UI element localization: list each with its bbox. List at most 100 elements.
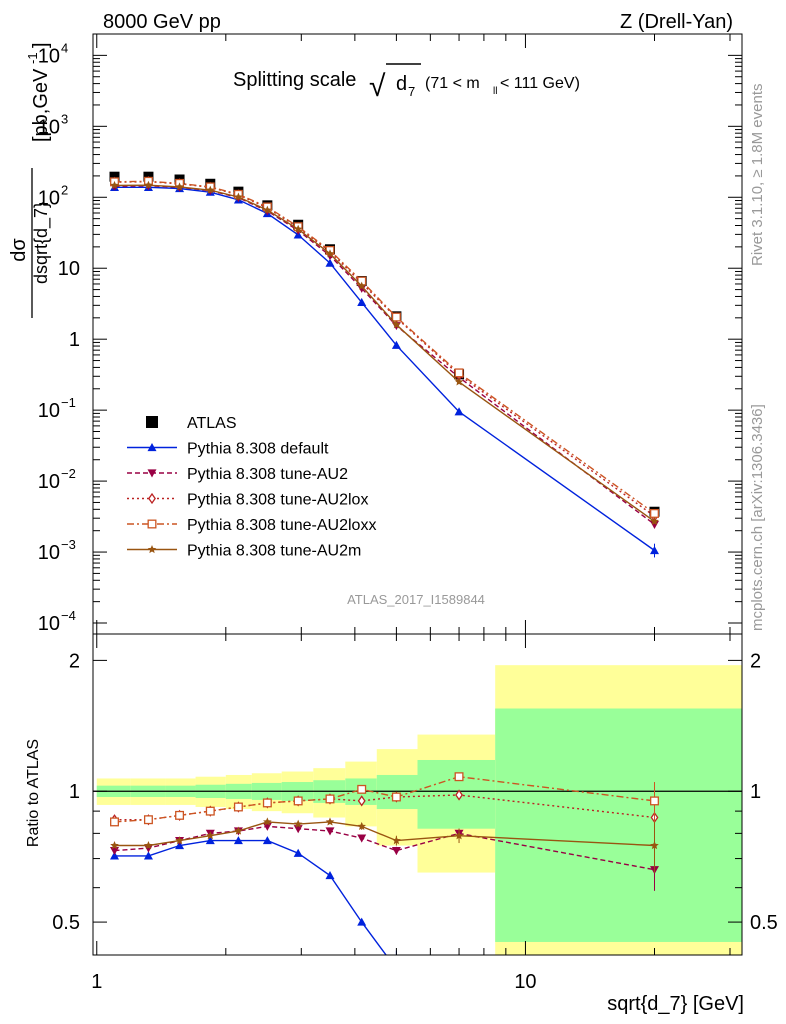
legend-label: Pythia 8.308 tune-AU2lox <box>187 492 368 509</box>
legend-item: Pythia 8.308 tune-AU2lox <box>127 492 368 509</box>
ratio-point <box>325 870 335 880</box>
ratio-tick-label-left: 0.5 <box>52 912 80 934</box>
y-tick-label: 10 −4 <box>38 608 76 635</box>
ratio-panel-frame <box>92 633 743 956</box>
ratio-point <box>144 841 153 850</box>
y-tick-label: 10 2 <box>38 182 68 209</box>
ratio-line <box>114 775 655 823</box>
data-point <box>325 249 335 258</box>
y-tick-exp: 2 <box>61 182 68 197</box>
legend-label: Pythia 8.308 tune-AU2loxx <box>187 517 376 534</box>
ratio-tick-label-right: 2 <box>750 650 761 672</box>
legend-item: Pythia 8.308 default <box>127 441 329 458</box>
ratio-line <box>114 821 655 847</box>
svg-text:< 111 GeV): < 111 GeV) <box>500 75 580 92</box>
legend-item: Pythia 8.308 tune-AU2 <box>127 466 348 483</box>
legend-label: Pythia 8.308 tune-AU2m <box>187 543 361 560</box>
ratio-point <box>357 834 367 843</box>
ratio-point <box>205 836 215 845</box>
ratio-point <box>110 851 120 860</box>
data-point <box>110 180 119 190</box>
ratio-point <box>262 836 272 845</box>
series-atlas <box>109 171 660 517</box>
legend-marker <box>147 469 157 478</box>
ratio-point <box>392 836 401 845</box>
svg-text:d: d <box>396 73 407 95</box>
ratio-point <box>650 841 659 850</box>
y-axis-label-ratio: Ratio to ATLAS <box>25 739 42 847</box>
header-right: Z (Drell-Yan) <box>620 11 733 33</box>
data-point <box>391 312 401 322</box>
ratio-tick-label-left: 2 <box>69 650 80 672</box>
data-point <box>234 192 243 201</box>
y-tick-exp: −1 <box>61 395 76 410</box>
ratio-point <box>293 848 303 857</box>
y-tick-label: 10 −3 <box>38 537 76 564</box>
svg-text:√: √ <box>369 70 386 103</box>
svg-text:(71 < m: (71 < m <box>425 75 480 92</box>
series-line <box>114 180 655 514</box>
legend-marker <box>147 443 157 452</box>
svg-text:]: ] <box>30 42 52 48</box>
ratio-point <box>357 795 366 807</box>
y-tick-base: 10 <box>38 613 60 635</box>
ratio-point <box>455 1014 464 1022</box>
ratio-point <box>392 964 401 972</box>
plot-title: Splitting scale √ d 7 (71 < m ll < 111 G… <box>233 63 580 103</box>
ratio-tick-label-right: 1 <box>750 781 761 803</box>
ratio-point <box>325 827 335 836</box>
data-point <box>325 258 335 267</box>
data-point <box>649 520 659 529</box>
y-tick-exp: −4 <box>61 608 76 623</box>
ratio-tick-label-left: 1 <box>69 781 80 803</box>
data-point <box>144 180 153 189</box>
data-point <box>454 407 464 416</box>
ratio-point <box>357 784 367 794</box>
ratio-point <box>262 822 272 831</box>
legend-marker <box>146 416 158 428</box>
ratio-point <box>175 836 184 845</box>
ratio-tick-label-right: 0.5 <box>750 912 778 934</box>
data-point <box>293 224 303 233</box>
ratio-point <box>391 792 401 802</box>
y-tick-label: 10 4 <box>38 40 68 67</box>
x-tick-label: 10 <box>514 971 536 993</box>
uncertainty-band <box>96 665 742 955</box>
legend-label: Pythia 8.308 tune-AU2 <box>187 466 348 483</box>
y-tick-base: 10 <box>38 542 60 564</box>
data-point <box>357 284 367 293</box>
top-panel-series <box>109 171 660 558</box>
ratio-point <box>357 821 366 831</box>
ratio-point <box>233 836 243 845</box>
header-left: 8000 GeV pp <box>103 11 221 33</box>
x-tick-label: 1 <box>91 971 102 993</box>
svg-text:-1: -1 <box>25 52 40 64</box>
analysis-watermark: ATLAS_2017_I1589844 <box>347 592 485 607</box>
rivet-label: Rivet 3.1.10, ≥ 1.8M events <box>749 84 766 267</box>
y-axis-label-top: dσ dsqrt{d_7} [pb,GeV -1 ] <box>8 42 52 318</box>
y-tick-label: 10 <box>58 258 80 280</box>
ratio-point <box>357 917 367 926</box>
legend-marker <box>148 492 156 505</box>
axis-ticks <box>93 33 742 955</box>
legend-item: Pythia 8.308 tune-AU2loxx <box>127 517 376 534</box>
y-tick-base: 10 <box>38 400 60 422</box>
data-point <box>357 297 367 306</box>
data-point <box>175 182 184 191</box>
mcplots-label: mcplots.cern.ch [arXiv:1306.3436] <box>749 404 766 631</box>
legend-label: Pythia 8.308 default <box>187 441 329 458</box>
ratio-point <box>325 817 335 826</box>
ratio-point <box>325 794 335 804</box>
ratio-point <box>206 831 215 840</box>
ratio-series-pythia-8-308-tune-au2loxx <box>110 772 659 827</box>
ratio-point <box>175 810 185 820</box>
data-point <box>392 320 401 329</box>
series-line <box>114 186 655 552</box>
data-point <box>454 377 464 386</box>
ratio-series-pythia-8-308-default <box>110 836 464 1022</box>
data-point <box>357 281 366 290</box>
ratio-point <box>110 817 119 827</box>
legend-item: Pythia 8.308 tune-AU2m <box>127 543 361 560</box>
band-stat-bin <box>495 708 742 942</box>
y-tick-base: 10 <box>38 187 60 209</box>
